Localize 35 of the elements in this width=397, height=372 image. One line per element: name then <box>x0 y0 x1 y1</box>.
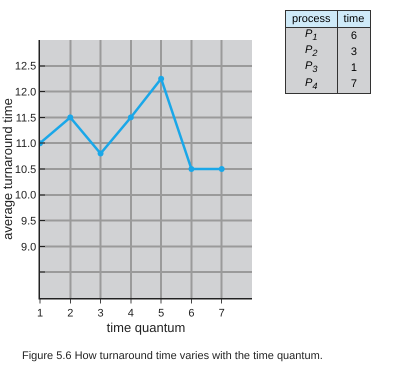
text: P <box>305 60 312 72</box>
point <box>128 114 134 120</box>
text: time <box>337 10 371 28</box>
point <box>158 76 164 82</box>
x-tick-label: 1 <box>36 308 44 320</box>
x-tick-label: 6 <box>188 308 194 320</box>
text: P$_{2}$ <box>286 44 338 60</box>
text: 7 <box>337 76 371 94</box>
text: process <box>286 10 338 28</box>
x-tick-label: 5 <box>158 308 164 320</box>
y-tick-label: 12.5 <box>14 60 36 73</box>
y-tick-label: 12.0 <box>14 86 36 98</box>
caption: Figure 5.6 How turnaround time varies with the time quantum. <box>22 350 323 362</box>
text: 6 <box>337 28 371 44</box>
text: 3 <box>312 64 318 75</box>
point <box>67 114 74 120</box>
y-tick-label: 11.0 <box>16 138 36 150</box>
y-tick-label: 11.5 <box>16 112 36 124</box>
text: 1 <box>337 60 371 77</box>
y-tick-label: 10.0 <box>14 190 36 202</box>
y-tick-label: 10.5 <box>14 164 36 176</box>
y-tick-label: 9.0 <box>21 241 36 254</box>
y-tick-label: 9.5 <box>21 215 36 228</box>
text: 3 <box>350 46 357 58</box>
x-tick-label: 4 <box>128 308 134 320</box>
x-tick-label: 2 <box>67 308 74 320</box>
y-axis-title: average turnaround time <box>0 98 15 240</box>
point <box>218 166 225 172</box>
point <box>188 166 194 172</box>
point <box>98 150 104 157</box>
text: P$_{4}$ <box>286 76 338 94</box>
text: P$_{1}$ <box>286 28 338 44</box>
x-tick-label: 3 <box>98 308 104 320</box>
x-axis-title: time quantum <box>106 320 186 336</box>
x-tick-label: 7 <box>218 308 225 320</box>
